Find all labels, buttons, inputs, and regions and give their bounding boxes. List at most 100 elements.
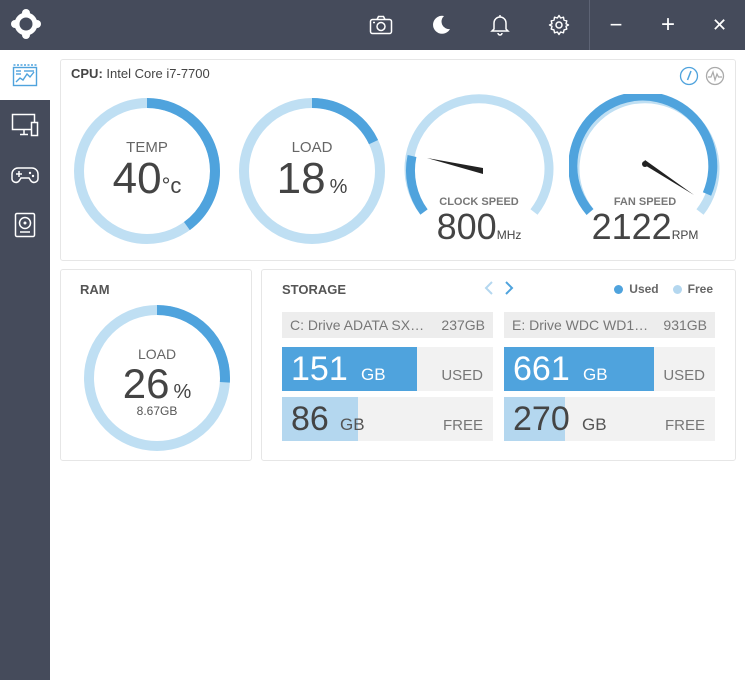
drive-c-used-value: 151 — [291, 350, 348, 388]
drive-e-used-label: USED — [663, 367, 705, 384]
legend-free-label: Free — [687, 282, 713, 296]
dashboard-icon — [12, 64, 38, 87]
gauge-view-icon — [679, 66, 699, 86]
cpu-clock-gauge: CLOCK SPEED 800MHz — [403, 94, 555, 254]
legend-used: Used — [614, 282, 659, 296]
sidebar-item-dashboard[interactable] — [0, 50, 50, 100]
cpu-clock-dial — [404, 94, 554, 215]
drive-c-free-row: 86 GB FREE — [282, 397, 493, 441]
cpu-fan-dial — [568, 91, 720, 215]
sidebar-item-hardware[interactable] — [0, 100, 50, 150]
chevron-left-icon[interactable] — [482, 279, 496, 297]
cpu-temp-label: TEMP — [126, 139, 168, 156]
drive-e-used-row: 661 GB USED — [504, 347, 715, 391]
cpu-clock-needle — [427, 158, 483, 174]
ram-load-label: LOAD — [137, 346, 177, 362]
ram-load-unit: % — [173, 381, 192, 403]
cpu-temp-ring-fill — [74, 98, 220, 244]
ram-load-readout: 26% — [82, 360, 232, 408]
cpu-load-ring — [239, 98, 385, 244]
drive-e-free-unit: GB — [582, 415, 607, 434]
cpu-temp-value: 40 — [112, 154, 162, 203]
drive-c-free-value: 86 — [291, 400, 329, 438]
drive-e-free-fill — [504, 397, 566, 441]
drive-c-capacity: 237GB — [441, 317, 485, 333]
cpu-temp-gauge: TEMP 40°c — [72, 96, 222, 246]
cpu-view-toggles — [679, 66, 725, 86]
drive-e-used-fill — [504, 347, 654, 391]
screenshot-button[interactable] — [352, 0, 410, 50]
drive-c-free-unit: GB — [340, 415, 365, 434]
drive-pager — [482, 279, 516, 297]
disk-icon — [14, 212, 36, 238]
graph-view-button[interactable] — [705, 66, 725, 86]
cpu-name: Intel Core i7-7700 — [106, 66, 210, 81]
titlebar-divider — [589, 0, 590, 50]
drive-c-free-fill — [282, 397, 358, 441]
cpu-card: CPU: Intel Core i7-7700 TEMP 40°c — [60, 59, 736, 261]
drive-e-header: E: Drive WDC WD1… 931GB — [504, 312, 715, 338]
drive-e-free-row: 270 GB FREE — [504, 397, 715, 441]
cpu-fan-label: FAN SPEED — [613, 196, 677, 208]
minimize-button[interactable]: − — [590, 0, 642, 50]
legend-used-swatch — [614, 285, 624, 295]
drive-c-header: C: Drive ADATA SX… 237GB — [282, 312, 493, 338]
ram-load-ring-fill — [84, 305, 230, 451]
storage-legend: Used Free — [614, 282, 713, 296]
cpu-temp-unit: °c — [161, 173, 182, 198]
sidebar-item-games[interactable] — [0, 150, 50, 200]
moon-icon — [433, 15, 450, 34]
cpu-load-label: LOAD — [291, 139, 333, 156]
cpu-temp-readout: 40°c — [72, 154, 222, 204]
drive-e-used-unit: GB — [583, 365, 608, 384]
ram-load-gauge: LOAD 26% 8.67GB — [82, 303, 232, 453]
ram-load-value: 26 — [122, 360, 170, 407]
cpu-load-unit: % — [329, 176, 348, 198]
chevron-right-icon[interactable] — [502, 279, 516, 297]
ram-used-amount: 8.67GB — [136, 404, 178, 418]
close-button[interactable]: ✕ — [694, 0, 745, 50]
sidebar — [0, 50, 50, 680]
cpu-temp-ring — [74, 98, 220, 244]
close-icon: ✕ — [711, 14, 728, 35]
minimize-icon: − — [609, 12, 623, 37]
gear-icon — [548, 14, 570, 36]
drive-c-used-unit: GB — [361, 365, 386, 384]
legend-free-swatch — [672, 285, 682, 295]
drive-c-used-fill — [282, 347, 418, 391]
gamepad-icon — [11, 167, 39, 184]
settings-button[interactable] — [530, 0, 588, 50]
cpu-fan-value: 2122 — [591, 206, 672, 247]
cpu-clock-readout: 800MHz — [403, 206, 555, 248]
bell-icon — [490, 15, 510, 36]
storage-card: STORAGE Used Free C: Drive ADATA SX… 237… — [261, 269, 736, 461]
storage-title: STORAGE — [282, 282, 347, 297]
gauge-view-button[interactable] — [679, 66, 699, 86]
cpu-title: CPU: Intel Core i7-7700 — [71, 66, 210, 81]
cpu-clock-unit: MHz — [496, 228, 522, 242]
cpu-fan-gauge: FAN SPEED 2122RPM — [568, 91, 721, 254]
app-logo-icon — [11, 9, 41, 39]
monitor-icon — [11, 113, 39, 137]
ram-load-ring — [84, 305, 230, 451]
cpu-title-prefix: CPU: — [71, 66, 103, 81]
sidebar-item-storage[interactable] — [0, 200, 50, 250]
maximize-button[interactable]: + — [642, 0, 694, 50]
cpu-load-readout: 18% — [237, 154, 387, 204]
cpu-fan-unit: RPM — [671, 228, 699, 242]
notifications-button[interactable] — [471, 0, 529, 50]
drive-c-used-label: USED — [441, 367, 483, 384]
pulse-graph-icon — [705, 66, 725, 86]
drive-e-used-value: 661 — [513, 350, 570, 388]
drive-e-capacity: 931GB — [663, 317, 707, 333]
drive-e-free-label: FREE — [664, 417, 705, 434]
cpu-load-value: 18 — [276, 154, 326, 203]
cpu-fan-readout: 2122RPM — [569, 206, 721, 248]
title-bar: − + ✕ — [0, 0, 745, 50]
drive-e-free-value: 270 — [513, 400, 570, 438]
cpu-clock-label: CLOCK SPEED — [439, 196, 519, 208]
drive-e-name: E: Drive WDC WD1… — [512, 317, 649, 333]
cpu-load-gauge: LOAD 18% — [237, 96, 387, 246]
dark-mode-button[interactable] — [412, 0, 470, 50]
cpu-fan-needle — [643, 160, 694, 195]
